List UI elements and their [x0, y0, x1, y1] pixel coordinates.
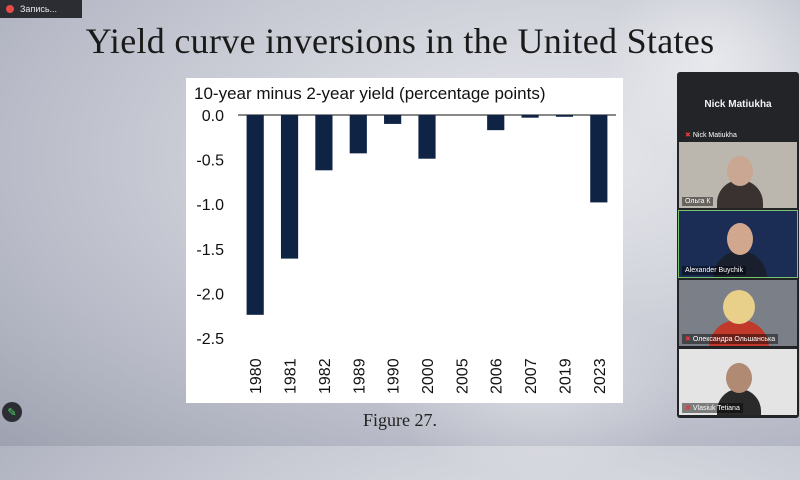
y-tick-label: -0.5: [196, 153, 224, 170]
bar-chart: 10-year minus 2-year yield (percentage p…: [186, 78, 623, 403]
bar: [246, 115, 264, 315]
participant-name: Vlasiuk Tetiana: [692, 404, 740, 412]
recording-indicator[interactable]: Запись...: [0, 0, 82, 18]
participant-video: [727, 156, 753, 186]
x-tick-label: 2007: [523, 358, 540, 394]
x-tick-label: 2005: [454, 358, 471, 394]
bar: [418, 115, 436, 159]
participant-tile[interactable]: Ольга К: [679, 142, 797, 208]
x-tick-label: 2000: [420, 358, 437, 394]
participant-name-tag: Ольга К: [682, 197, 714, 206]
participant-name: Олександра Ольшанська: [692, 335, 776, 343]
participant-tile[interactable]: Alexander Buychik: [678, 210, 798, 278]
x-tick-label: 2006: [489, 358, 506, 394]
participant-tile[interactable]: ✖ Nick Matiukha: [679, 128, 797, 142]
participant-video: [726, 363, 752, 393]
chart-svg: 10-year minus 2-year yield (percentage p…: [194, 84, 616, 394]
participant-name: Alexander Buychik: [685, 267, 743, 274]
slide-title: Yield curve inversions in the United Sta…: [85, 21, 715, 61]
x-tick-label: 1990: [386, 358, 403, 394]
y-tick-label: -2.5: [196, 331, 224, 348]
host-name-header: Nick Matiukha: [704, 98, 772, 110]
participant-tile[interactable]: ✖ Олександра Ольшанська: [679, 280, 797, 346]
x-tick-label: 1989: [351, 358, 368, 394]
participant-tile[interactable]: ✖ Vlasiuk Tetiana: [679, 349, 797, 415]
bar: [384, 115, 402, 124]
x-tick-label: 2019: [557, 358, 574, 394]
participant-name-tag: ✖ Олександра Ольшанська: [682, 334, 779, 344]
x-tick-label: 2023: [592, 358, 609, 394]
participant-name-tag: Alexander Buychik: [682, 266, 746, 275]
pencil-icon[interactable]: ✎: [2, 402, 22, 422]
mic-off-icon: ✖: [685, 132, 691, 139]
bar: [521, 115, 539, 118]
chart-title: 10-year minus 2-year yield (percentage p…: [194, 84, 546, 103]
participant-name: Ольга К: [685, 198, 711, 205]
participant-name-tag: ✖ Nick Matiukha: [682, 130, 740, 140]
y-tick-label: -2.0: [196, 286, 224, 303]
recording-label: Запись...: [20, 4, 58, 14]
mic-off-icon: ✖: [685, 405, 691, 412]
y-tick-label: 0.0: [202, 108, 224, 125]
participant-name: Nick Matiukha: [692, 131, 737, 139]
y-tick-label: -1.0: [196, 197, 224, 214]
figure-caption: Figure 27.: [363, 410, 437, 430]
mic-off-icon: ✖: [685, 336, 691, 343]
bar: [280, 115, 299, 259]
x-tick-label: 1980: [248, 358, 265, 394]
bar: [590, 115, 608, 203]
participants-panel: Nick Matiukha ✖ Nick Matiukha Ольга К Al…: [677, 72, 799, 418]
bar: [315, 115, 333, 171]
y-tick-label: -1.5: [196, 242, 224, 259]
participant-video: [727, 223, 753, 255]
bar: [487, 115, 505, 131]
x-tick-label: 1981: [283, 358, 300, 394]
record-dot-icon: [6, 5, 14, 13]
bar: [349, 115, 367, 154]
bar: [555, 115, 574, 117]
participant-video: [723, 290, 755, 324]
x-tick-label: 1982: [317, 358, 334, 394]
participant-name-tag: ✖ Vlasiuk Tetiana: [682, 403, 743, 413]
